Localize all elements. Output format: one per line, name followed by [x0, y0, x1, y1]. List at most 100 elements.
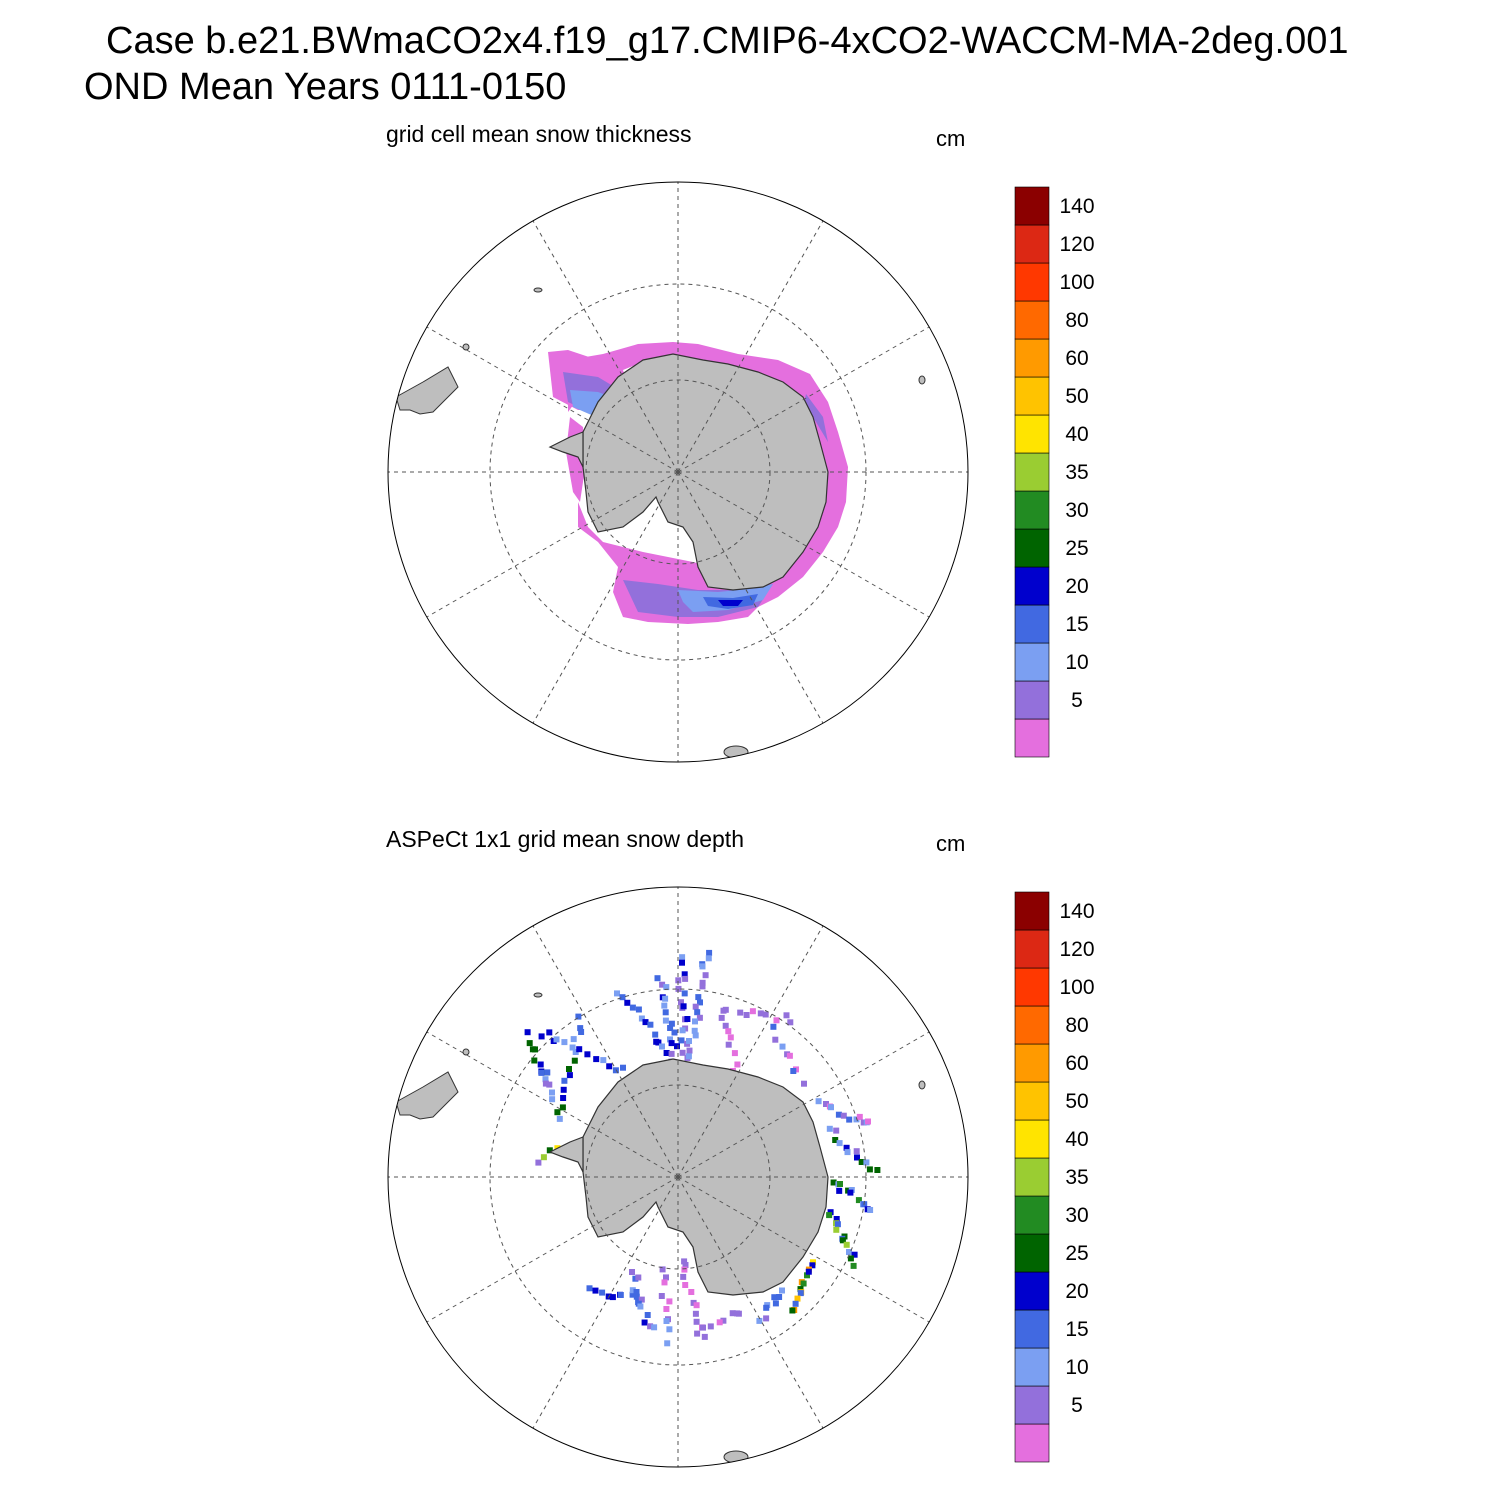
snow-depth-cell	[666, 1326, 673, 1333]
snow-depth-cell	[866, 1166, 873, 1173]
snow-depth-cell	[647, 1323, 654, 1330]
snow-depth-cell	[720, 1317, 727, 1324]
snow-depth-cell	[662, 995, 669, 1002]
snow-depth-cell	[606, 1063, 613, 1070]
snow-depth-cell	[815, 1098, 822, 1105]
snow-depth-cell	[847, 1189, 854, 1196]
snow-depth-cell	[865, 1118, 871, 1125]
colorbar-swatch-obs	[1014, 929, 1050, 969]
snow-depth-cell	[680, 1273, 687, 1280]
colorbar-swatch-obs	[1014, 1081, 1050, 1121]
snow-depth-cell	[843, 1241, 850, 1248]
snow-depth-cell	[661, 1002, 668, 1009]
polar-map-model	[387, 181, 969, 763]
colorbar-swatch-obs	[1014, 1423, 1050, 1463]
colorbar-label-obs: 140	[1059, 900, 1094, 923]
snow-depth-cell	[706, 949, 713, 956]
snow-depth-cell	[837, 1181, 843, 1187]
snow-depth-cell	[850, 1262, 857, 1269]
meridian-30-model	[677, 471, 930, 618]
observation-cells	[524, 949, 881, 1347]
snow-depth-cell	[844, 1149, 851, 1156]
south-georgia-model	[533, 287, 543, 293]
colorbar-swatch-model	[1014, 528, 1050, 568]
colorbar-swatch-model	[1014, 376, 1050, 416]
colorbar-label-obs: 40	[1065, 1128, 1088, 1151]
colorbar-swatch-obs	[1014, 891, 1050, 931]
meridian-60-obs	[677, 1176, 824, 1429]
snow-depth-cell	[691, 1027, 698, 1034]
snow-depth-cell	[560, 1086, 567, 1093]
snow-depth-cell	[847, 1255, 854, 1262]
units-label-model: cm	[936, 126, 966, 151]
snow-depth-cell	[693, 1318, 700, 1325]
snow-depth-cell	[854, 1154, 860, 1161]
snow-depth-cell	[560, 1095, 567, 1101]
snow-depth-cell	[678, 1037, 685, 1044]
sea-ice-weddell-max	[718, 600, 743, 606]
snow-depth-cell	[789, 1307, 796, 1314]
snow-depth-cell	[763, 1315, 770, 1322]
snow-depth-cell	[675, 977, 682, 984]
snow-depth-cell	[809, 1262, 816, 1269]
snow-depth-cell	[734, 1061, 741, 1068]
snow-depth-cell	[692, 1018, 698, 1025]
snow-depth-cell	[600, 1057, 607, 1064]
snow-depth-cell	[524, 1029, 531, 1036]
snow-depth-cell	[860, 1119, 867, 1126]
snow-depth-cell	[629, 1291, 636, 1298]
colorbar-swatch-model	[1014, 680, 1050, 720]
snow-depth-cell	[662, 1009, 669, 1016]
snow-depth-cell	[800, 1280, 807, 1287]
colorbar-swatch-model	[1014, 566, 1050, 606]
snow-depth-cell	[692, 1032, 699, 1039]
period-title: OND Mean Years 0111-0150	[84, 66, 567, 108]
snow-depth-cell	[651, 1324, 658, 1331]
snow-depth-cell	[776, 1294, 783, 1300]
snow-depth-cell	[856, 1113, 863, 1120]
colorbar-label-model: 60	[1065, 347, 1088, 370]
colorbar-label-model: 20	[1065, 575, 1088, 598]
snow-depth-cell	[716, 1319, 723, 1326]
colorbar-label-model: 80	[1065, 309, 1088, 332]
snow-depth-cell	[681, 971, 688, 978]
snow-depth-cell	[663, 1306, 670, 1312]
snow-depth-cell	[707, 1323, 714, 1330]
meridian-210-model	[426, 326, 679, 473]
snow-depth-cell	[830, 1179, 837, 1186]
colorbar-swatch-model	[1014, 490, 1050, 530]
snow-depth-cell	[826, 1125, 833, 1132]
snow-depth-cell	[779, 1043, 786, 1050]
colorbar-swatch-obs	[1014, 1309, 1050, 1349]
snow-depth-cell	[679, 959, 685, 966]
colorbar-swatch-model	[1014, 452, 1050, 492]
snow-depth-cell	[572, 1049, 579, 1055]
snow-depth-cell	[674, 1043, 680, 1050]
snow-depth-cell	[540, 1154, 547, 1161]
snow-depth-cell	[729, 1310, 736, 1317]
snow-depth-cell	[554, 1109, 561, 1116]
snow-depth-cell	[858, 1159, 865, 1165]
snow-depth-cell	[743, 1012, 750, 1018]
snow-depth-cell	[772, 1300, 779, 1307]
meridian-120-obs	[532, 1176, 679, 1429]
snow-depth-cell	[535, 1159, 542, 1166]
snow-depth-cell	[556, 1115, 563, 1122]
colorbar-label-obs: 120	[1059, 938, 1094, 961]
snow-depth-cell	[629, 1269, 635, 1275]
colorbar-label-obs: 100	[1059, 976, 1094, 999]
snow-depth-cell	[553, 1036, 560, 1043]
snow-depth-cell	[624, 999, 631, 1006]
colorbar-model: 5 10 15 20 25 30 35 40 50 60 80 100 120 140	[1014, 186, 1095, 758]
snow-depth-cell	[537, 1061, 544, 1068]
colorbar-label-model: 50	[1065, 385, 1088, 408]
snow-depth-cell	[680, 1003, 687, 1010]
colorbar-swatch-obs	[1014, 1119, 1050, 1159]
snow-depth-cell	[843, 1144, 850, 1151]
colorbar-obs: 5 10 15 20 25 30 35 40 50 60 80 100 120 140	[1014, 891, 1095, 1463]
colorbar-label-obs: 60	[1065, 1052, 1088, 1075]
colorbar-label-model: 5	[1071, 689, 1083, 712]
meridian-30-obs	[677, 1176, 930, 1323]
colorbar-label-model: 140	[1059, 195, 1094, 218]
